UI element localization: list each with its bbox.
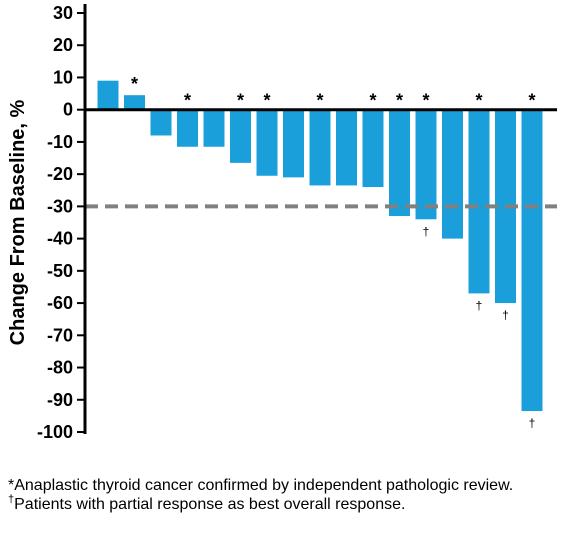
y-tick-label: -100 — [37, 422, 73, 442]
asterisk-marker: * — [396, 91, 403, 111]
y-tick-label: -50 — [47, 261, 73, 281]
y-tick-label: -70 — [47, 325, 73, 345]
bars — [97, 80, 543, 412]
bar — [256, 109, 278, 176]
y-tick-label: -80 — [47, 358, 73, 378]
y-tick-label: -90 — [47, 390, 73, 410]
y-tick-label: 20 — [53, 35, 73, 55]
bar — [124, 95, 145, 110]
bar — [283, 109, 304, 178]
asterisk-marker: * — [475, 91, 482, 111]
bar — [336, 109, 357, 186]
footnote-dagger: †Patients with partial response as best … — [8, 493, 553, 514]
asterisk-marker: * — [263, 91, 270, 111]
y-tick-label: -60 — [47, 293, 73, 313]
y-tick-label: -20 — [47, 164, 73, 184]
asterisk-marker: * — [528, 91, 535, 111]
bar — [442, 109, 463, 239]
bar — [389, 109, 410, 217]
asterisk-marker: * — [237, 91, 244, 111]
y-tick-label: 0 — [63, 100, 73, 120]
bar — [150, 109, 172, 136]
bar — [521, 109, 543, 412]
asterisk-marker: * — [369, 91, 376, 111]
dagger-marker: † — [423, 224, 430, 238]
dagger-marker: † — [502, 308, 509, 322]
dagger-marker: † — [529, 416, 536, 430]
y-tick-label: 30 — [53, 3, 73, 23]
asterisk-marker: * — [131, 74, 138, 94]
bar — [230, 109, 251, 163]
asterisk-marker: * — [316, 91, 323, 111]
dagger-marker: † — [476, 298, 483, 312]
y-tick-label: -30 — [47, 196, 73, 216]
footnotes: *Anaplastic thyroid cancer confirmed by … — [8, 476, 553, 514]
dagger-symbol: † — [8, 493, 15, 506]
bar — [468, 109, 490, 294]
bar — [203, 109, 225, 147]
waterfall-chart: 30 20 10 0 -10 -20 -30 -40 -50 -60 -70 -80 -90 -100 *… — [7, 3, 557, 442]
y-axis-label: Change From Baseline, % — [7, 99, 29, 345]
y-axis-ticks: 30 20 10 0 -10 -20 -30 -40 -50 -60 -70 -80 -90 -100 — [37, 3, 85, 442]
asterisk-marker: * — [184, 91, 191, 111]
bar — [415, 109, 437, 220]
footnote-asterisk-text: Anaplastic thyroid cancer confirmed by i… — [14, 477, 514, 494]
bar — [177, 109, 198, 147]
y-tick-label: 10 — [53, 67, 73, 87]
y-tick-label: -40 — [47, 229, 73, 249]
y-tick-label: -10 — [47, 132, 73, 152]
asterisk-marker: * — [422, 91, 429, 111]
bar — [97, 80, 119, 110]
footnote-dagger-text: Patients with partial response as best o… — [14, 496, 406, 513]
footnote-asterisk: *Anaplastic thyroid cancer confirmed by … — [8, 476, 553, 495]
bar-markers: * * * * * * * * † * † † * † — [131, 74, 536, 430]
asterisk-symbol: * — [8, 477, 15, 494]
bar — [309, 109, 331, 186]
bar — [362, 109, 384, 188]
